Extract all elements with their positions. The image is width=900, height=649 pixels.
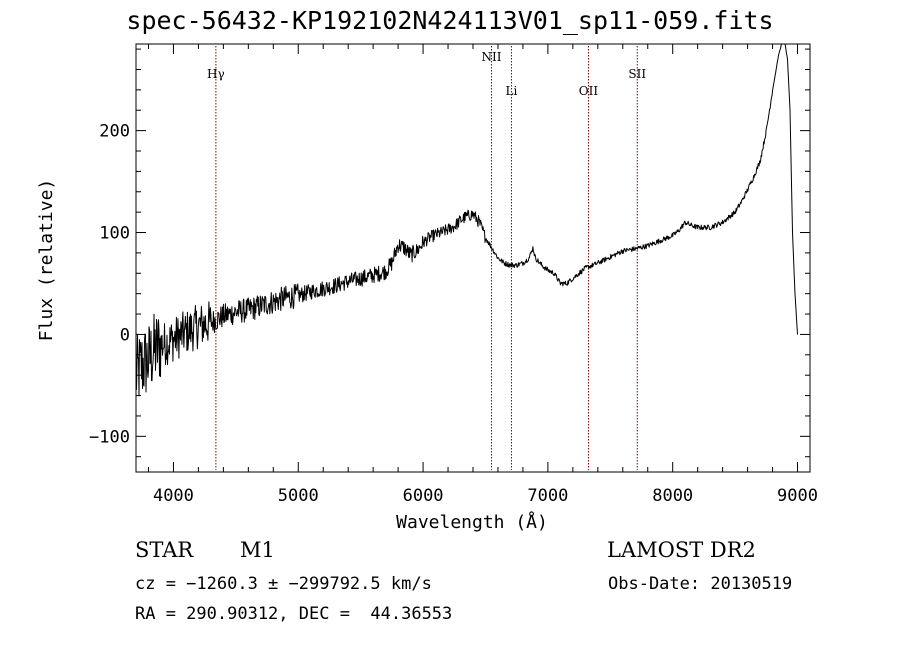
object-class: STAR <box>135 538 194 562</box>
spectrum-line <box>135 43 798 397</box>
y-tick-label: −100 <box>89 427 130 447</box>
x-tick-label: 5000 <box>278 486 319 506</box>
y-tick-label: 100 <box>99 224 130 244</box>
marker-label: Li <box>506 84 518 98</box>
y-tick-label: 200 <box>99 122 130 142</box>
y-tick-label: 0 <box>120 325 130 345</box>
x-tick-label: 6000 <box>403 486 444 506</box>
chart-title: spec-56432-KP192102N424113V01_sp11-059.f… <box>126 6 774 35</box>
marker-label: NII <box>481 50 501 64</box>
x-tick-label: 4000 <box>153 486 194 506</box>
marker-label: SII <box>628 67 646 81</box>
observation-date: Obs-Date: 20130519 <box>608 574 793 594</box>
y-axis-label: Flux (relative) <box>36 179 57 342</box>
object-subclass: M1 <box>240 538 275 562</box>
x-tick-label: 7000 <box>527 486 568 506</box>
x-axis-ticks: 4000 5000 6000 7000 8000 9000 <box>147 44 818 506</box>
redshift-line: cz = −1260.3 ± −299792.5 km/s <box>135 574 432 594</box>
x-tick-label: 9000 <box>777 486 818 506</box>
x-axis-label: Wavelength (Å) <box>396 511 548 533</box>
marker-label: Hγ <box>207 67 225 81</box>
x-tick-label: 8000 <box>652 486 693 506</box>
coordinates-line: RA = 290.90312, DEC = 44.36553 <box>135 604 453 624</box>
emission-line-markers: Hγ NII Li OII SII <box>207 46 646 470</box>
marker-label: OII <box>579 84 599 98</box>
spectrum-series <box>135 43 798 397</box>
survey-name: LAMOST DR2 <box>607 538 756 562</box>
plot-frame <box>135 43 811 473</box>
y-axis-ticks: −100 0 100 200 <box>89 48 810 458</box>
